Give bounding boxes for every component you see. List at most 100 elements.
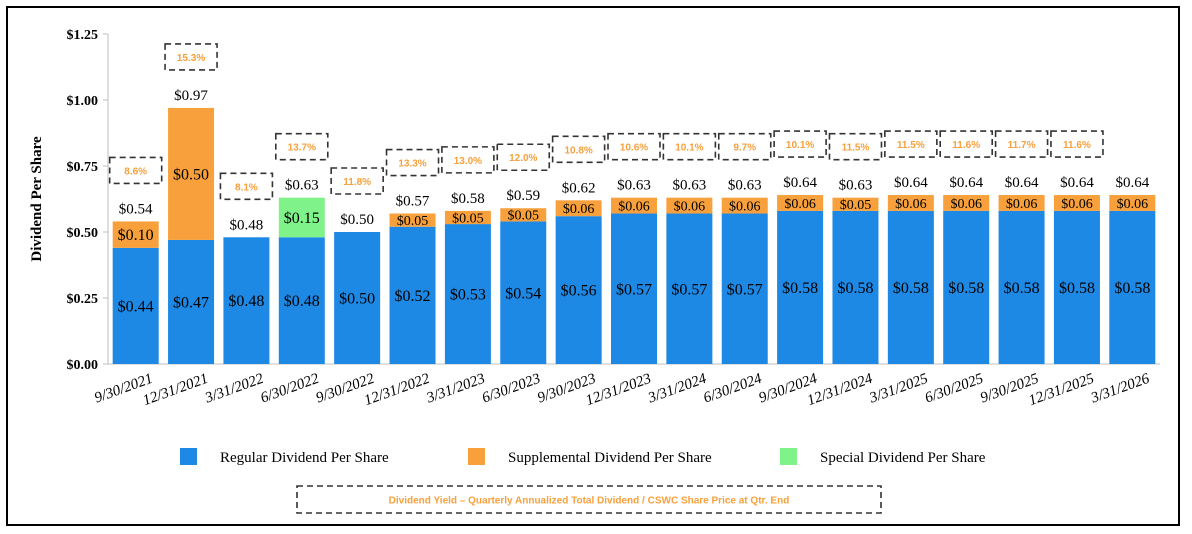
total-label: $0.64 (1115, 175, 1149, 191)
total-label: $0.63 (285, 178, 319, 194)
bar-segment (832, 210, 879, 364)
yield-label: 9.7% (733, 143, 756, 154)
bar-segment (721, 197, 768, 214)
yield-label: 11.7% (1008, 140, 1036, 151)
legend-swatch (468, 448, 485, 465)
segment-label: $0.58 (893, 280, 929, 297)
yield-label: 11.8% (343, 177, 371, 188)
x-tick-label: 3/31/2024 (645, 371, 709, 407)
bar-segment (611, 197, 657, 214)
segment-label: $0.50 (173, 167, 209, 184)
y-axis-title: Dividend Per Share (29, 136, 45, 262)
yield-box (164, 43, 218, 71)
legend-label: Special Dividend Per Share (820, 450, 986, 466)
segment-label: $0.54 (505, 285, 541, 302)
segment-label: $0.58 (948, 280, 984, 297)
segment-label: $0.47 (173, 295, 209, 312)
segment-label: $0.52 (395, 288, 431, 305)
total-label: $0.59 (506, 188, 540, 204)
total-label: $0.64 (894, 175, 928, 191)
yield-box (330, 167, 384, 195)
yield-box (939, 130, 994, 158)
bar-segment (998, 210, 1045, 364)
yield-note-text: Dividend Yield – Quarterly Annualized To… (389, 496, 790, 507)
segment-label: $0.06 (784, 197, 816, 212)
bar-segment (168, 239, 215, 364)
yield-box (717, 132, 772, 161)
yield-box (441, 146, 495, 174)
bar-segment (777, 210, 824, 364)
bar-segment (1053, 210, 1100, 364)
yield-label: 10.1% (675, 143, 703, 154)
bar-segment (555, 200, 602, 217)
x-tick-label: 6/30/2022 (259, 371, 322, 407)
yield-label: 10.1% (786, 140, 814, 151)
yield-box (773, 130, 827, 158)
yield-note-box (296, 485, 882, 514)
bar-segment (112, 221, 159, 248)
total-label: $0.64 (1005, 175, 1039, 191)
yield-label: 13.7% (288, 143, 316, 154)
segment-label: $0.57 (671, 281, 707, 298)
bar-segment (887, 210, 934, 364)
bar-segment (998, 195, 1045, 211)
yield-box (108, 156, 163, 185)
bar-segment (278, 237, 325, 364)
segment-label: $0.48 (284, 293, 320, 310)
bar-segment (777, 195, 824, 211)
yield-label: 11.6% (1063, 140, 1091, 151)
segment-label: $0.06 (1117, 197, 1149, 212)
bar-segment (721, 213, 768, 364)
yield-box (994, 130, 1049, 158)
bar-segment (389, 226, 436, 364)
yield-label: 11.6% (952, 140, 980, 151)
bar-segment (1109, 210, 1156, 364)
bar-segment (389, 213, 436, 227)
y-tick-label: $0.50 (67, 226, 99, 241)
total-label: $0.63 (672, 178, 706, 194)
bar-segment (666, 197, 713, 214)
legend-swatch (780, 448, 797, 465)
yield-label: 8.1% (235, 182, 258, 193)
yield-box (607, 132, 661, 161)
segment-label: $0.06 (950, 197, 982, 212)
segment-label: $0.05 (508, 209, 540, 224)
total-label: $0.54 (119, 201, 153, 217)
bar-segment (943, 210, 990, 364)
segment-label: $0.57 (727, 281, 763, 298)
total-label: $0.48 (230, 217, 264, 233)
total-label: $0.63 (728, 178, 762, 194)
yield-label: 12.0% (509, 153, 537, 164)
segment-label: $0.06 (674, 200, 706, 215)
x-tick-label: 6/30/2023 (480, 371, 543, 407)
yield-label: 10.6% (620, 143, 648, 154)
legend-label: Regular Dividend Per Share (220, 450, 389, 466)
segment-label: $0.58 (837, 280, 873, 297)
y-tick-label: $0.75 (67, 160, 99, 175)
yield-label: 11.5% (842, 143, 870, 154)
yield-label: 11.5% (897, 140, 925, 151)
segment-label: $0.06 (618, 200, 650, 215)
x-tick-label: 3/31/2025 (867, 371, 931, 407)
segment-label: $0.05 (840, 198, 872, 213)
y-tick-label: $0.00 (67, 358, 99, 373)
total-label: $0.57 (396, 194, 430, 210)
x-tick-label: 3/31/2023 (424, 371, 488, 407)
yield-box (219, 172, 274, 201)
segment-label: $0.05 (397, 214, 429, 229)
total-label: $0.64 (1060, 175, 1094, 191)
segment-label: $0.06 (895, 197, 927, 212)
segment-label: $0.05 (452, 211, 484, 226)
segment-label: $0.53 (450, 287, 486, 304)
total-label: $0.62 (562, 180, 596, 196)
x-tick-label: 6/30/2024 (701, 371, 764, 407)
segment-label: $0.58 (1114, 280, 1150, 297)
yield-box (1050, 130, 1104, 158)
bar-segment (832, 197, 879, 211)
y-tick-label: $1.25 (67, 28, 99, 43)
yield-label: 15.3% (177, 53, 205, 64)
segment-label: $0.06 (729, 200, 761, 215)
bar-segment (555, 216, 602, 364)
bar-segment (278, 197, 325, 238)
segment-label: $0.58 (1059, 280, 1095, 297)
